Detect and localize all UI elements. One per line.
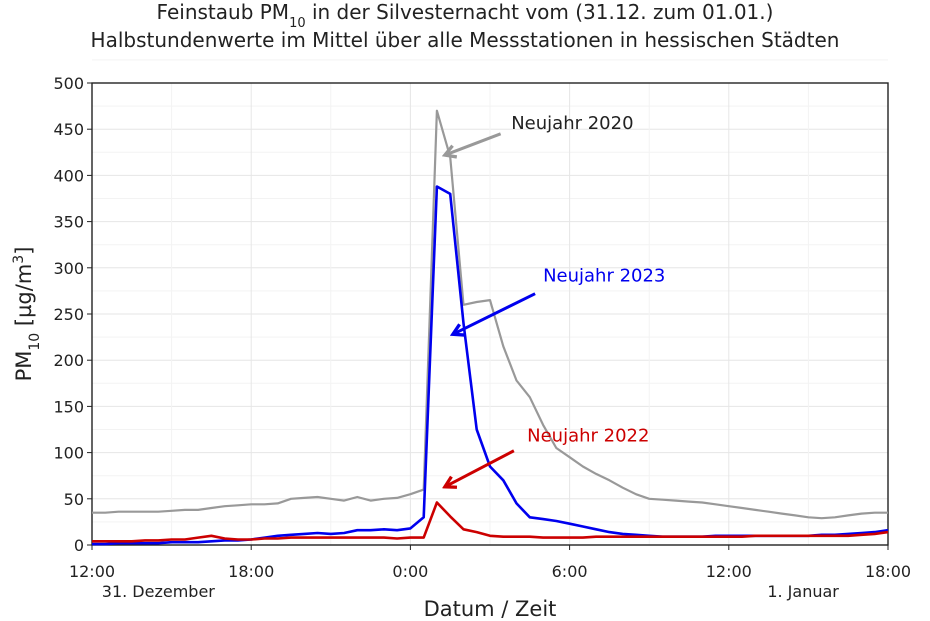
y-tick-label: 50 — [64, 490, 84, 509]
arrow-neujahr-2023 — [453, 292, 536, 335]
y-tick-label: 400 — [53, 166, 84, 185]
series-lines — [92, 109, 889, 546]
y-tick-label: 200 — [53, 351, 84, 370]
title-line-2: Halbstundenwerte im Mittel über alle Mes… — [91, 28, 840, 52]
x-axis-label: Datum / Zeit — [424, 597, 557, 621]
chart-title: Feinstaub PM10 in der Silvesternacht vom… — [91, 0, 840, 52]
y-tick-label: 500 — [53, 74, 84, 93]
y-axis-label: PM10 [µg/m3] — [11, 247, 43, 382]
y-tick-label: 450 — [53, 120, 84, 139]
label-neujahr-2020: Neujahr 2020 — [511, 113, 633, 134]
y-tick-label: 300 — [53, 259, 84, 278]
y-tick-label: 0 — [74, 536, 84, 555]
x-tick-label: 6:00 — [552, 562, 588, 581]
x-tick-label: 18:00 — [228, 562, 274, 581]
date-label: 31. Dezember — [102, 582, 216, 601]
x-tick-label: 18:00 — [865, 562, 911, 581]
label-neujahr-2023: Neujahr 2023 — [543, 266, 665, 287]
y-tick-label: 250 — [53, 305, 84, 324]
y-tick-label: 150 — [53, 397, 84, 416]
arrow-neujahr-2020 — [445, 132, 502, 155]
x-tick-label: 12:00 — [69, 562, 115, 581]
label-neujahr-2022: Neujahr 2022 — [527, 426, 649, 447]
series-annotations: Neujahr 2020 Neujahr 2023 Neujahr 2022 — [445, 113, 665, 487]
date-label: 1. Januar — [767, 582, 839, 601]
x-tick-label: 12:00 — [706, 562, 752, 581]
title-line-1: Feinstaub PM10 in der Silvesternacht vom… — [157, 0, 774, 31]
y-tick-label: 100 — [53, 444, 84, 463]
series-line-neujahr-2022 — [92, 501, 889, 543]
series-line-neujahr-2020 — [92, 109, 888, 520]
axes: 0 50 100 150 200 250 300 350 400 450 500 12:00 18:00… — [11, 74, 911, 621]
y-tick-label: 350 — [53, 213, 84, 232]
arrow-neujahr-2022 — [445, 449, 515, 487]
x-tick-label: 0:00 — [392, 562, 428, 581]
